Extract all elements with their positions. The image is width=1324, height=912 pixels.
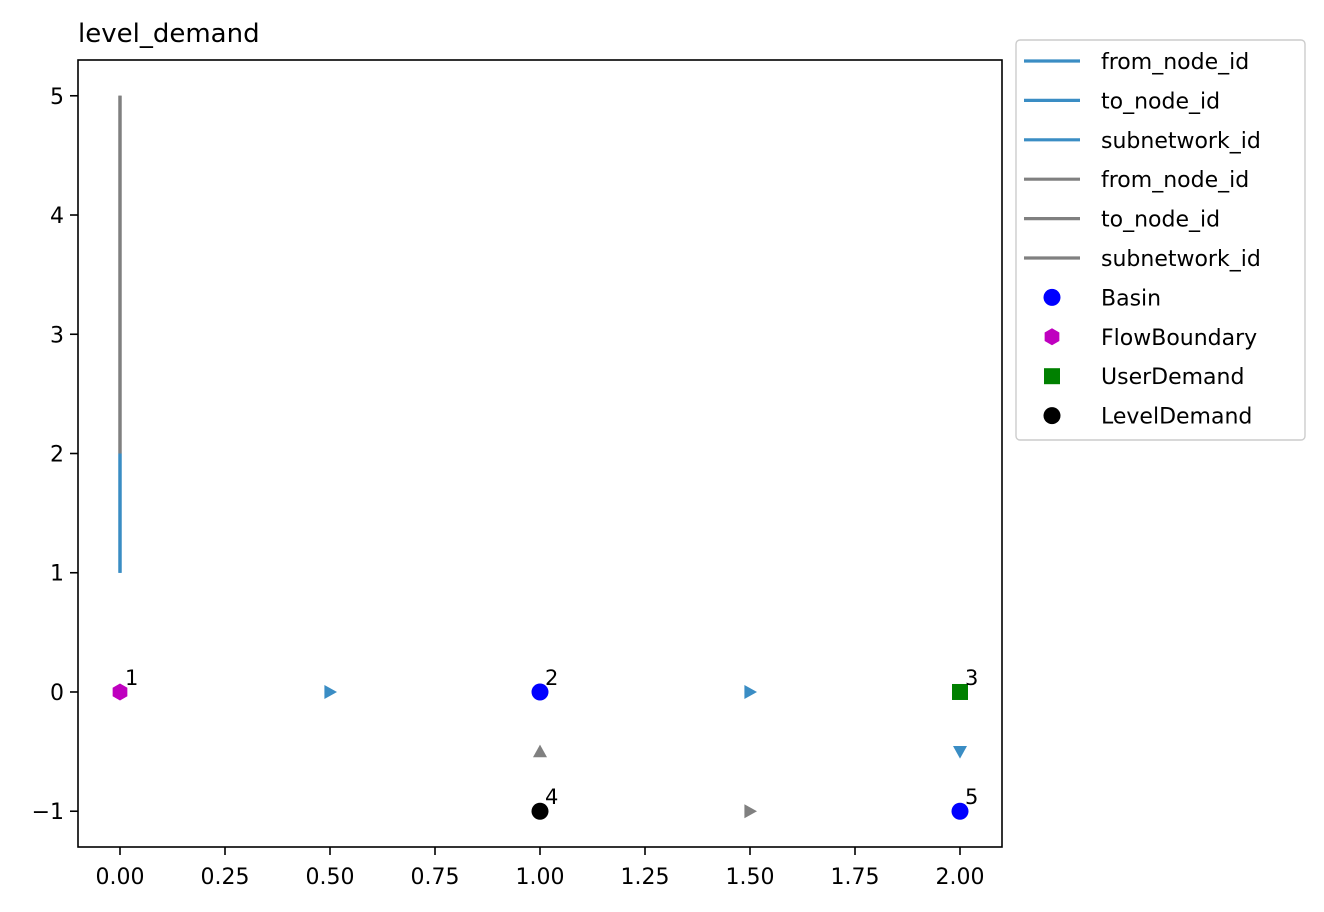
x-axis: 0.00 0.25 0.50 0.75 1.00 1.25 1.50 1.75 2.00 [96,847,985,890]
x-tick-label: 1.75 [831,865,880,890]
node-label: 5 [965,785,978,809]
y-tick-label: 5 [50,85,64,110]
edge-arrow-1 [744,684,757,699]
legend-entry-label: LevelDemand [1101,405,1252,430]
y-tick-label: −1 [32,800,64,825]
x-tick-label: 0.25 [201,865,250,890]
node-label: 1 [125,666,138,690]
y-tick-label: 0 [50,681,64,706]
node-label: 3 [965,666,978,690]
x-tick-label: 1.00 [516,865,565,890]
y-tick-label: 2 [50,443,64,468]
legend-marker-swatch [1043,288,1061,306]
legend-marker-swatch [1044,368,1060,385]
node-label: 4 [545,785,558,809]
node-marker-basin [531,683,549,701]
node-marker-userdemand [952,683,968,700]
legend-entry-label: to_node_id [1101,89,1220,114]
legend: from_node_id to_node_id subnetwork_id from_… [1015,39,1306,441]
legend-marker-swatch [1044,328,1060,346]
y-tick-label: 1 [50,562,64,587]
x-tick-label: 2.00 [936,865,985,890]
x-tick-label: 1.25 [621,865,670,890]
legend-entry-label: UserDemand [1101,365,1244,390]
plot-frame [77,59,1003,848]
legend-entry-label: Basin [1101,286,1161,311]
legend-entry-label: subnetwork_id [1101,129,1261,154]
node-label: 2 [545,666,558,690]
legend-marker-swatch [1043,407,1061,425]
legend-entry-label: FlowBoundary [1101,326,1257,351]
legend-entry-label: from_node_id [1101,50,1249,75]
edge-arrow-3 [533,744,547,758]
edge-arrow-2 [953,746,967,759]
x-tick-label: 1.50 [726,865,775,890]
legend-entry-label: subnetwork_id [1101,247,1261,272]
x-tick-label: 0.00 [96,865,145,890]
legend-entry-label: from_node_id [1101,168,1249,193]
edge-arrow-4 [744,804,757,819]
node-marker-leveldemand [531,802,549,820]
y-tick-label: 4 [50,204,64,229]
x-tick-label: 0.75 [411,865,460,890]
y-axis: −1 0 1 2 3 4 5 [32,85,78,825]
legend-box [1015,39,1306,441]
node-marker-flowboundary [112,683,128,701]
y-tick-label: 3 [50,323,64,348]
plot-area: 2 5 1 3 4 [112,95,978,820]
x-tick-label: 0.50 [306,865,355,890]
node-marker-basin [951,802,969,820]
chart-title: level_demand [78,19,260,49]
legend-entry-label: to_node_id [1101,208,1220,233]
edge-arrow-0 [324,684,337,699]
